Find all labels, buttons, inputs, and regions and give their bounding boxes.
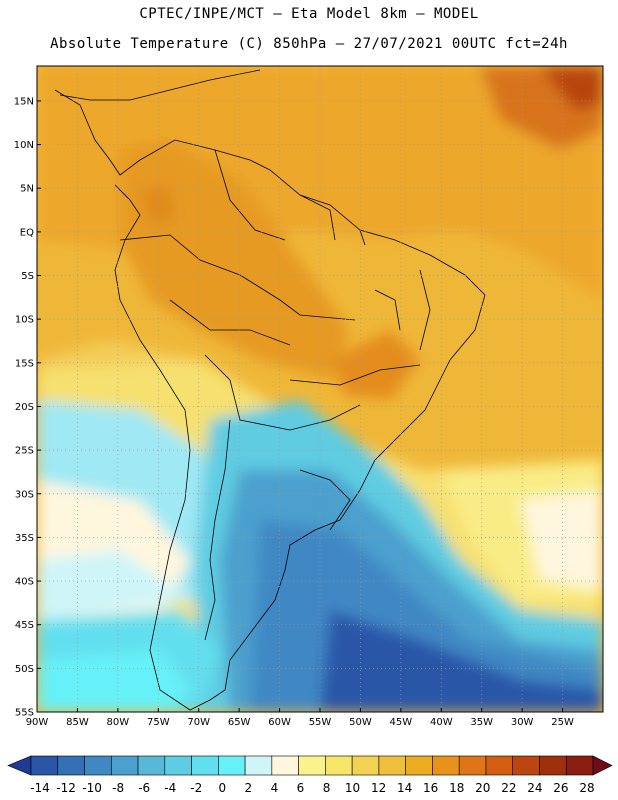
colorbar-label: -10 (82, 781, 102, 795)
lon-label: 60W (268, 717, 291, 728)
colorbar-swatch (84, 755, 112, 776)
lat-label: 20S (15, 402, 34, 413)
colorbar-arrow-high (592, 755, 613, 776)
lat-label: 50S (15, 664, 34, 675)
lon-label: 65W (228, 717, 251, 728)
lat-label: 55S (15, 708, 34, 719)
lat-label: 15S (15, 358, 34, 369)
lat-label: 10S (15, 315, 34, 326)
lon-label: 45W (390, 717, 413, 728)
colorbar-label: 16 (423, 781, 438, 795)
colorbar-swatch (271, 755, 299, 776)
colorbar-swatch (137, 755, 166, 776)
colorbar-swatch (30, 755, 59, 776)
colorbar-label: -2 (190, 781, 202, 795)
colorbar-swatch (110, 755, 139, 776)
lat-label: 25S (15, 446, 34, 457)
lon-label: 25W (551, 717, 574, 728)
colorbar-swatch (512, 755, 540, 776)
lat-label: EQ (20, 227, 34, 238)
colorbar-label: 26 (553, 781, 568, 795)
colorbar-swatch (244, 755, 273, 776)
colorbar-label: -12 (56, 781, 76, 795)
lon-label: 55W (309, 717, 332, 728)
longitude-axis: 90W 85W 80W 75W 70W 65W 60W 55W 50W 45W 40W 35W 30W 2… (26, 708, 574, 728)
colorbar-swatch (325, 755, 353, 776)
colorbar-label: 14 (397, 781, 412, 795)
lon-label: 50W (349, 717, 372, 728)
colorbar-label: 18 (449, 781, 464, 795)
colorbar-swatch (485, 755, 514, 776)
colorbar-label: -6 (138, 781, 150, 795)
colorbar-label: -14 (30, 781, 50, 795)
temperature-field (37, 66, 603, 712)
colorbar-labels: -14 -12 -10 -8 -6 -4 -2 0 2 4 6 8 10 12 14 16 18 20 22 24 26… (30, 781, 594, 795)
colorbar-swatch (164, 755, 192, 776)
colorbar-label: 4 (271, 781, 279, 795)
lat-label: 40S (15, 577, 34, 588)
colorbar-label: 22 (501, 781, 516, 795)
colorbar-swatch (405, 755, 433, 776)
chart-subtitle: Absolute Temperature (C) 850hPa – 27/07/… (50, 36, 568, 52)
colorbar-swatch (458, 755, 487, 776)
lon-label: 80W (107, 717, 130, 728)
lat-label: 30S (15, 489, 34, 500)
lat-label: 15N (14, 96, 34, 107)
colorbar-label: 20 (475, 781, 490, 795)
chart-title: CPTEC/INPE/MCT – Eta Model 8km – MODEL (139, 6, 479, 22)
colorbar-label: 0 (219, 781, 227, 795)
colorbar-label: 24 (527, 781, 542, 795)
colorbar-swatch (218, 755, 246, 776)
colorbar-swatch (351, 755, 380, 776)
colorbar-arrow-low (7, 755, 32, 776)
lon-label: 90W (26, 717, 49, 728)
lat-label: 35S (15, 533, 34, 544)
lon-label: 75W (147, 717, 170, 728)
colorbar-swatch (432, 755, 460, 776)
lat-label: 45S (15, 620, 34, 631)
lat-label: 5N (20, 184, 34, 195)
colorbar-swatch (57, 755, 85, 776)
colorbar-swatch (565, 755, 594, 776)
lon-label: 40W (430, 717, 453, 728)
lat-label: 10N (14, 140, 34, 151)
lat-label: 5S (21, 271, 34, 282)
lon-label: 30W (511, 717, 534, 728)
colorbar-label: -8 (112, 781, 124, 795)
colorbar-label: 12 (371, 781, 386, 795)
lon-label: 35W (470, 717, 493, 728)
colorbar-swatch (298, 755, 326, 776)
colorbar-label: 8 (323, 781, 331, 795)
colorbar-swatch (191, 755, 219, 776)
colorbar-label: 28 (579, 781, 594, 795)
colorbar-label: 10 (345, 781, 360, 795)
colorbar-swatch (539, 755, 567, 776)
colorbar-label: -4 (164, 781, 176, 795)
colorbar (7, 755, 613, 776)
colorbar-label: 6 (297, 781, 305, 795)
lon-label: 85W (66, 717, 89, 728)
colorbar-swatch (378, 755, 406, 776)
lon-label: 70W (187, 717, 210, 728)
colorbar-label: 2 (245, 781, 253, 795)
coastline-borders (54, 69, 486, 711)
latitude-axis: 15N 10N 5N EQ 5S 10S 15S 20S 25S 30S 35S 40S 45S 50S 5… (14, 96, 41, 719)
